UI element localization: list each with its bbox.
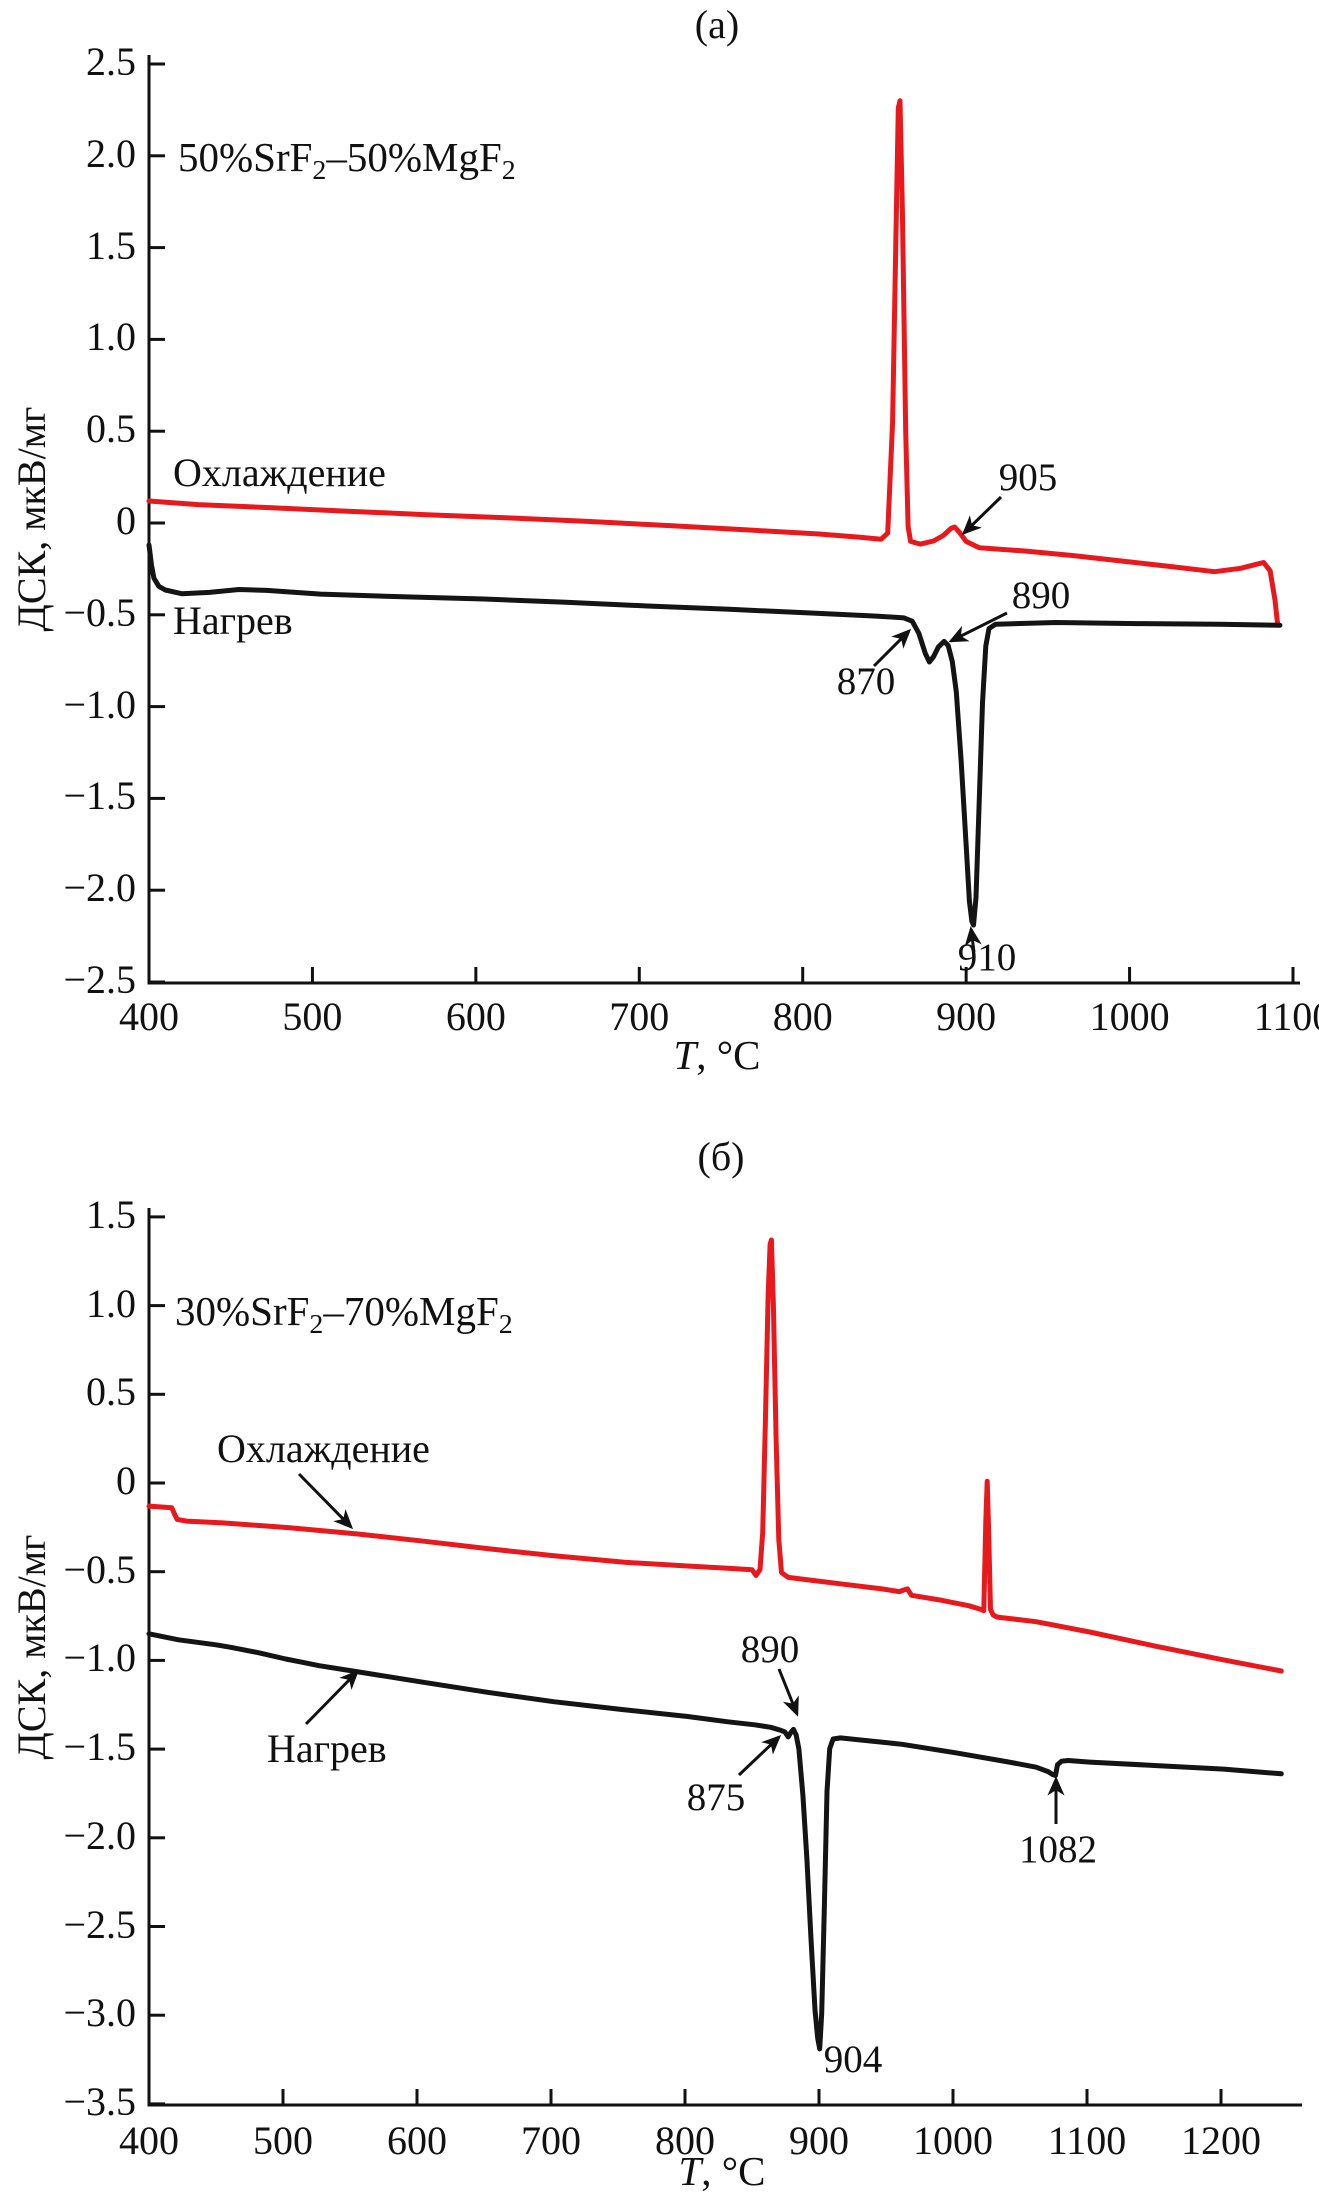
panel-b-letter: (б) bbox=[697, 1134, 745, 1179]
curve-label: Нагрев bbox=[173, 598, 293, 643]
curve-cooling bbox=[146, 1237, 1284, 1674]
x-tick-label: 700 bbox=[609, 994, 670, 1039]
y-tick-label: 1.0 bbox=[86, 314, 136, 360]
y-tick-label: 0 bbox=[116, 1458, 136, 1503]
y-tick-label: −1.5 bbox=[63, 773, 136, 819]
y-tick-label: 2.0 bbox=[86, 130, 136, 176]
y-tick-label: 0.5 bbox=[86, 1369, 136, 1415]
y-tick-label: −2.5 bbox=[63, 1901, 136, 1947]
x-tick-label: 500 bbox=[282, 994, 343, 1039]
panel-a-x-axis-label: T, °C bbox=[673, 1032, 761, 1078]
peak-annotation: 904 bbox=[823, 2038, 883, 2081]
x-tick-label: 800 bbox=[772, 994, 833, 1039]
curve-label: Охлаждение bbox=[173, 450, 386, 495]
x-tick-label: 900 bbox=[789, 2118, 849, 2163]
x-tick-label: 400 bbox=[119, 2118, 179, 2163]
curve-heating bbox=[146, 542, 1283, 928]
x-tick-label: 1100 bbox=[1253, 994, 1319, 1039]
x-tick-label: 700 bbox=[521, 2118, 581, 2163]
peak-annotation: 890 bbox=[740, 1628, 800, 1671]
curve-label: Нагрев bbox=[267, 1726, 387, 1771]
y-tick-label: 1.5 bbox=[86, 1191, 136, 1237]
x-tick-label: 1100 bbox=[1047, 2118, 1127, 2163]
panel-b-x-axis-label: T, °C bbox=[678, 2148, 766, 2194]
y-tick-label: 0 bbox=[116, 498, 136, 543]
peak-annotation: 890 bbox=[1011, 574, 1071, 617]
peak-annotation: 875 bbox=[686, 1776, 746, 1819]
panel-b-sample-label: 30%SrF2–70%MgF2 bbox=[175, 1288, 513, 1340]
y-tick-label: −2.0 bbox=[63, 865, 136, 911]
y-tick-label: −3.0 bbox=[63, 1990, 136, 2036]
y-tick-label: −0.5 bbox=[63, 589, 136, 635]
y-tick-label: −1.0 bbox=[63, 1635, 136, 1681]
x-tick-label: 600 bbox=[445, 994, 506, 1039]
peak-annotation: 910 bbox=[957, 936, 1017, 979]
y-tick-label: −1.0 bbox=[63, 681, 136, 727]
x-tick-label: 1200 bbox=[1181, 2118, 1261, 2163]
curve-cooling bbox=[146, 98, 1280, 626]
y-tick-label: 1.5 bbox=[86, 222, 136, 268]
x-tick-label: 600 bbox=[387, 2118, 447, 2163]
curves-group bbox=[146, 98, 1284, 2052]
y-tick-label: −2.0 bbox=[63, 1812, 136, 1858]
y-tick-label: −2.5 bbox=[63, 957, 136, 1002]
x-tick-label: 500 bbox=[253, 2118, 313, 2163]
curve-heating bbox=[146, 1631, 1284, 2052]
x-tick-label: 900 bbox=[936, 994, 997, 1039]
y-tick-label: 1.0 bbox=[86, 1280, 136, 1326]
annotation-arrows-group bbox=[297, 495, 1065, 1824]
panel-a-axes bbox=[147, 55, 1300, 985]
y-tick-label: −3.5 bbox=[63, 2078, 136, 2124]
panel-a-sample-label: 50%SrF2–50%MgF2 bbox=[178, 134, 516, 186]
x-tick-label: 1000 bbox=[1089, 994, 1170, 1039]
y-tick-label: −0.5 bbox=[63, 1546, 136, 1592]
peak-annotation: 870 bbox=[836, 660, 896, 703]
peak-annotation: 905 bbox=[998, 456, 1058, 499]
y-tick-label: 0.5 bbox=[86, 406, 136, 452]
x-tick-label: 800 bbox=[655, 2118, 715, 2163]
panel-a-letter: (а) bbox=[694, 2, 740, 47]
curve-label: Охлаждение bbox=[217, 1426, 430, 1471]
x-tick-label: 1000 bbox=[913, 2118, 993, 2163]
peak-annotation: 1082 bbox=[1019, 1828, 1097, 1871]
y-tick-label: 2.5 bbox=[86, 39, 136, 84]
x-tick-label: 400 bbox=[119, 994, 179, 1039]
y-tick-label: −1.5 bbox=[63, 1724, 136, 1770]
